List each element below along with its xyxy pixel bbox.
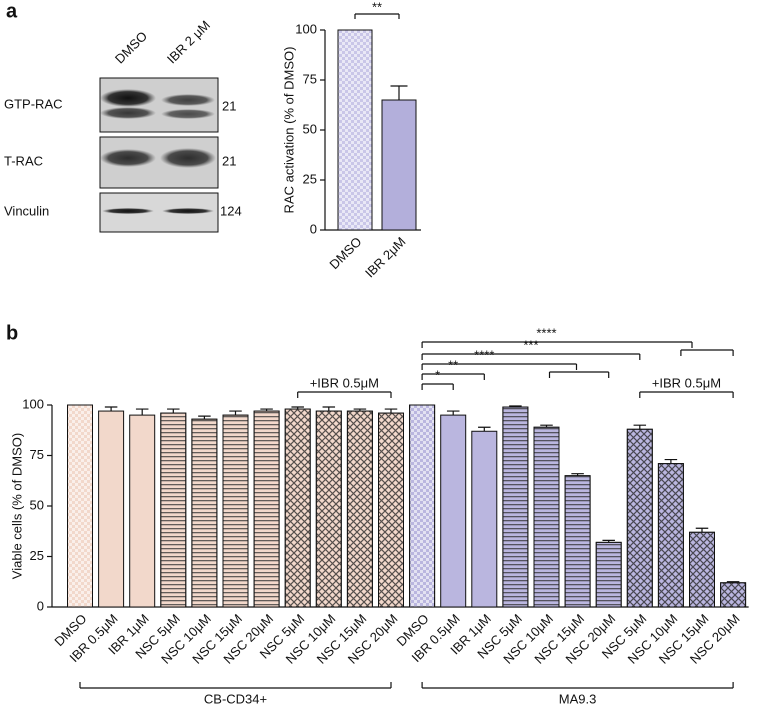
bar-pattern [315, 410, 342, 608]
error-bar [695, 527, 709, 533]
bar-pattern [595, 541, 622, 608]
blot-column: IBR 2 μM [164, 17, 213, 66]
band [161, 109, 215, 119]
error-bar [167, 408, 180, 414]
error-bar [384, 408, 398, 414]
bar-pattern [502, 406, 529, 608]
x-tick-label: DMSO [326, 234, 364, 272]
bar-pattern [720, 582, 747, 608]
bar-pattern [253, 410, 280, 608]
bar-pattern [191, 418, 218, 608]
blot-row: Vinculin [4, 203, 49, 218]
bar-pattern [284, 408, 311, 608]
y-tick-label: 75 [303, 71, 317, 86]
bar [381, 99, 417, 231]
annotation: *** [523, 337, 538, 352]
error-bar [571, 473, 584, 476]
band [160, 148, 216, 168]
y-tick-label: 50 [30, 497, 44, 512]
y-tick-label: 0 [37, 598, 44, 613]
panel-label: b [6, 322, 18, 344]
error-bar [664, 458, 678, 464]
y-tick-label: 75 [30, 447, 44, 462]
error-bar [229, 410, 242, 416]
error-bar [540, 424, 553, 428]
error-bar [353, 408, 367, 412]
band [100, 107, 156, 119]
blot-row: GTP-RAC [4, 96, 63, 111]
band [162, 208, 214, 214]
band [100, 89, 156, 107]
error-bar [322, 406, 336, 412]
bar-pattern [378, 412, 404, 608]
annotation: **** [536, 325, 556, 340]
bar-pattern [564, 475, 591, 608]
y-tick-label: 25 [30, 548, 44, 563]
band [161, 94, 215, 106]
annotation: ** [448, 357, 458, 372]
y-tick-label: 0 [310, 221, 317, 236]
error-bar [135, 408, 149, 416]
error-bar [260, 408, 273, 412]
bar-pattern [337, 29, 373, 231]
bar-pattern [657, 463, 684, 608]
blot-size: 21 [222, 153, 236, 168]
y-axis-label: RAC activation (% of DMSO) [281, 47, 296, 214]
annotation: +IBR 0.5μM [310, 375, 379, 390]
y-tick-label: 25 [303, 171, 317, 186]
blot-size: 21 [222, 98, 236, 113]
annotation: * [435, 367, 440, 382]
bar [98, 410, 125, 608]
bar-pattern [67, 404, 93, 608]
error-bar [726, 581, 740, 583]
error-bar [633, 424, 647, 430]
band [102, 208, 154, 214]
y-tick-label: 100 [295, 21, 317, 36]
bar-pattern [626, 428, 653, 608]
band [100, 149, 156, 167]
group-label: CB-CD34+ [204, 691, 267, 706]
y-tick-label: 50 [303, 121, 317, 136]
error-bar [104, 406, 118, 412]
bar-pattern [409, 404, 436, 608]
bar-pattern [160, 412, 187, 608]
blot-column: DMSO [112, 28, 150, 66]
annotation: ** [372, 0, 382, 14]
error-bar [478, 426, 491, 432]
bar-pattern [533, 426, 560, 608]
group-label: MA9.3 [559, 691, 597, 706]
error-bar [198, 415, 211, 420]
bar-pattern [346, 410, 373, 608]
error-bar [291, 406, 304, 410]
bar [471, 430, 498, 608]
bar [129, 414, 156, 608]
annotation: +IBR 0.5μM [652, 375, 721, 390]
blot-size: 124 [220, 203, 242, 218]
y-tick-label: 100 [22, 396, 44, 411]
x-tick-label: IBR 2μM [362, 234, 409, 281]
blot-row: T-RAC [4, 153, 43, 168]
blot [99, 77, 219, 233]
error-bar [602, 539, 615, 543]
bar-pattern [222, 414, 249, 608]
error-bar [390, 85, 408, 100]
annotation: **** [474, 347, 494, 362]
bar-pattern [689, 531, 715, 608]
y-axis-label: Viable cells (% of DMSO) [9, 433, 24, 579]
error-bar [446, 410, 460, 416]
error-bar [509, 405, 522, 408]
bar [440, 414, 467, 608]
panel-label: a [6, 0, 18, 22]
